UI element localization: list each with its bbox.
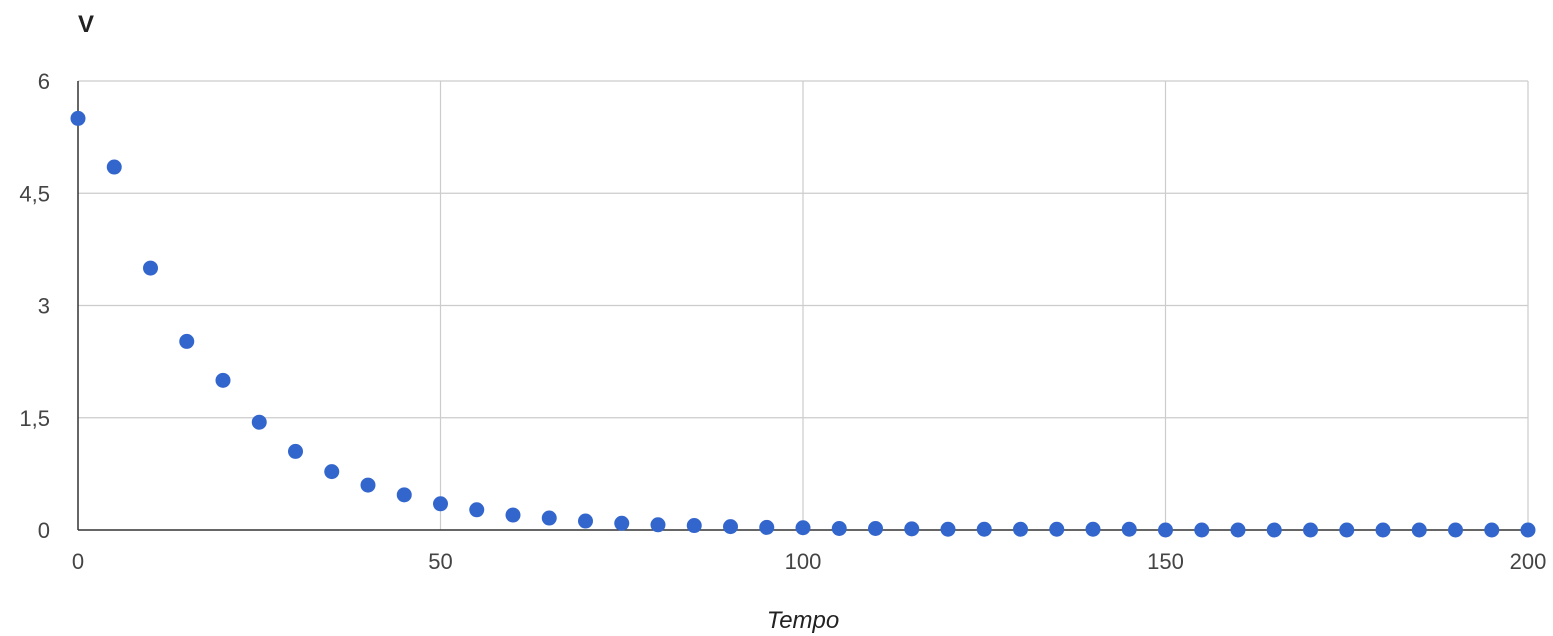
- y-tick-label: 1,5: [19, 406, 50, 431]
- data-point: [469, 502, 485, 518]
- data-point: [1303, 522, 1318, 538]
- data-point: [1085, 521, 1101, 537]
- data-point: [1339, 522, 1355, 538]
- data-point: [1049, 521, 1065, 537]
- data-point: [795, 520, 811, 536]
- data-point: [614, 515, 630, 531]
- x-tick-label: 150: [1147, 549, 1184, 574]
- data-point: [324, 464, 340, 480]
- data-point: [179, 333, 195, 349]
- data-point: [541, 510, 557, 526]
- x-axis-label: Tempo: [767, 607, 840, 634]
- data-point: [686, 518, 702, 534]
- grid-lines: [78, 80, 1529, 530]
- data-point: [1448, 522, 1463, 538]
- data-point: [831, 521, 847, 537]
- data-points: [70, 110, 1536, 538]
- data-point: [1484, 522, 1500, 538]
- data-point: [251, 414, 267, 430]
- data-point: [904, 521, 920, 537]
- x-tick-label: 50: [428, 549, 452, 574]
- data-point: [868, 521, 883, 537]
- data-point: [723, 519, 738, 535]
- data-point: [1158, 522, 1173, 538]
- data-point: [215, 372, 231, 388]
- y-tick-label: 6: [38, 69, 50, 94]
- data-point: [976, 521, 992, 537]
- tick-labels: 0 1,5 3 4,5 6 0 50 100 150 200: [19, 69, 1546, 574]
- y-tick-label: 0: [38, 518, 50, 543]
- data-point: [940, 521, 956, 537]
- data-point: [1121, 521, 1137, 537]
- x-tick-label: 0: [72, 549, 84, 574]
- x-tick-label: 200: [1510, 549, 1547, 574]
- data-point: [143, 260, 158, 276]
- data-point: [1411, 522, 1427, 538]
- data-point: [1520, 522, 1536, 538]
- data-point: [505, 507, 521, 523]
- data-point: [396, 487, 412, 503]
- data-point: [578, 513, 593, 529]
- data-point: [1230, 522, 1246, 538]
- y-tick-label: 3: [38, 294, 50, 319]
- data-point: [106, 159, 122, 175]
- y-tick-label: 4,5: [19, 181, 50, 206]
- data-point: [70, 110, 86, 126]
- data-point: [360, 477, 376, 493]
- data-point: [1266, 522, 1282, 538]
- data-point: [650, 517, 666, 533]
- data-point: [1013, 521, 1028, 537]
- data-point: [433, 496, 448, 512]
- y-axis-label: V: [78, 11, 94, 38]
- data-point: [288, 443, 303, 459]
- data-point: [1375, 522, 1391, 538]
- data-point: [759, 519, 775, 535]
- data-point: [1194, 522, 1210, 538]
- x-tick-label: 100: [785, 549, 822, 574]
